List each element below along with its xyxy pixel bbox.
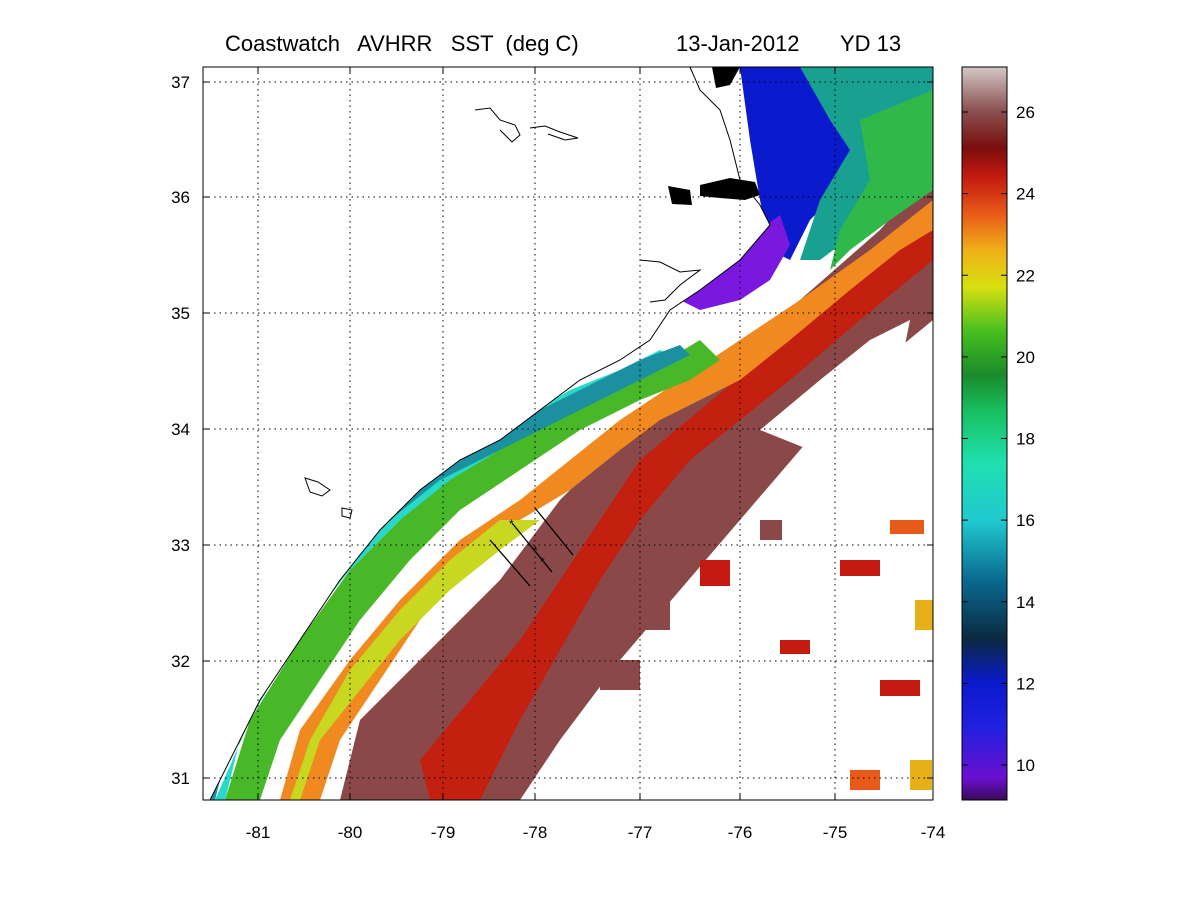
lon-tick-label-2: -79 — [431, 823, 456, 842]
inshore-orange-band — [280, 200, 933, 800]
cb-tick-label-6: 14 — [1016, 593, 1035, 612]
lat-tick-label-1: 36 — [171, 188, 190, 207]
warm-patch-9 — [910, 760, 932, 790]
cb-tick-label-0: 26 — [1016, 103, 1035, 122]
warm-patch-5 — [780, 640, 810, 654]
warm-patch-11 — [915, 600, 933, 630]
inland-lake — [304, 477, 331, 497]
map-frame — [202, 66, 934, 801]
lat-tick-label-0: 37 — [171, 73, 190, 92]
warm-patch-7 — [620, 600, 670, 630]
lon-tick-label-7: -74 — [921, 823, 946, 842]
warm-patch-3 — [840, 560, 880, 576]
albemarle-sound — [700, 178, 760, 200]
figure-yearday: YD 13 — [840, 31, 901, 56]
sst-map-image: * * * — [203, 67, 933, 800]
warm-patch-8 — [600, 660, 640, 690]
cb-tick-label-1: 24 — [1016, 185, 1035, 204]
cb-tick-label-3: 20 — [1016, 348, 1035, 367]
latitude-ticks: 37 36 35 34 33 32 31 — [171, 73, 933, 788]
lat-tick-label-4: 33 — [171, 536, 190, 555]
cloud-mask-2 — [760, 320, 910, 450]
lat-tick-label-6: 31 — [171, 769, 190, 788]
figure-title: Coastwatch AVHRR SST (deg C) — [225, 31, 579, 56]
land-mass — [203, 67, 770, 800]
colorbar-ticks: 26 24 22 20 18 16 14 12 10 — [962, 103, 1035, 775]
coastal-black-patch — [668, 186, 692, 205]
colorbar — [962, 67, 1007, 800]
lon-tick-label-1: -80 — [338, 823, 363, 842]
cb-tick-label-5: 16 — [1016, 511, 1035, 530]
lon-tick-label-4: -77 — [628, 823, 653, 842]
station-marker-3: * — [540, 555, 545, 569]
cb-tick-label-4: 18 — [1016, 430, 1035, 449]
lon-tick-label-0: -81 — [246, 823, 271, 842]
lon-tick-label-5: -76 — [728, 823, 753, 842]
colorbar-frame — [961, 66, 1008, 801]
figure-date: 13-Jan-2012 — [676, 31, 800, 56]
pamlico-shore — [639, 259, 702, 303]
coastline — [209, 67, 771, 800]
transect-line-2 — [511, 522, 553, 573]
chesapeake-mouth — [712, 67, 740, 88]
cb-tick-label-2: 22 — [1016, 266, 1035, 285]
lon-tick-label-3: -78 — [523, 823, 548, 842]
warm-patch-4 — [890, 520, 924, 534]
longitude-ticks: -81 -80 -79 -78 -77 -76 -75 -74 — [246, 67, 946, 842]
warm-patch-2 — [760, 520, 782, 540]
inland-waterway-2 — [529, 125, 579, 141]
lat-tick-label-5: 32 — [171, 652, 190, 671]
shelf-green-water — [225, 340, 720, 800]
warm-patch-1 — [700, 560, 730, 586]
transect-line-3 — [534, 507, 574, 556]
inland-waterway-1 — [474, 107, 521, 143]
warm-patch-6 — [880, 680, 920, 696]
map-grid — [203, 67, 933, 800]
northern-green-water — [830, 90, 933, 270]
lat-tick-label-2: 35 — [171, 304, 190, 323]
transect-line-1 — [489, 539, 531, 587]
lon-tick-label-6: -75 — [823, 823, 848, 842]
station-marker-1: * — [509, 517, 514, 531]
gulf-stream-red-core — [420, 200, 933, 800]
warm-patch-10 — [850, 770, 880, 790]
cb-tick-label-8: 10 — [1016, 756, 1035, 775]
cb-tick-label-7: 12 — [1016, 674, 1035, 693]
lat-tick-label-3: 34 — [171, 420, 190, 439]
